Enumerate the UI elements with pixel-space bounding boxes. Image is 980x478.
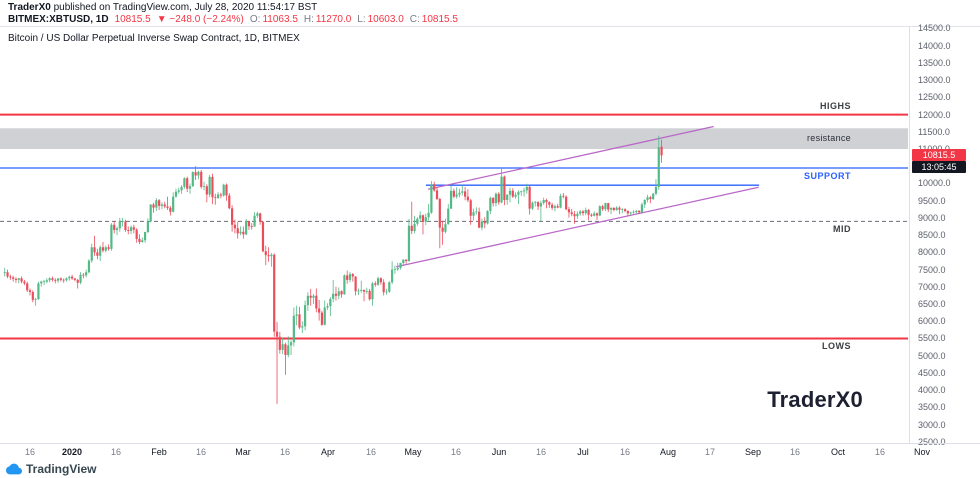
level-label-highs: HIGHS (819, 100, 851, 111)
price-tick: 5500.0 (918, 333, 946, 344)
time-tick-2020: 2020 (61, 447, 83, 457)
price-scale[interactable]: 2500.0 3000.0 3500.0 4000.0 4500.0 5000.0 5500… (910, 23, 980, 447)
time-tick-16: 16 (789, 447, 801, 457)
time-tick-may: May (404, 447, 422, 457)
time-tick-16: 16 (619, 447, 631, 457)
time-tick-16: 16 (195, 447, 207, 457)
symbol-line: BITMEX:XBTUSD, 1D 10815.5 ▼ −248.0 (−2.2… (8, 14, 980, 26)
price-change: ▼ −248.0 (−2.24%) (156, 14, 244, 25)
level-label-mid: MID (833, 224, 851, 235)
snapshot-header: TraderX0 published on TradingView.com, J… (0, 0, 980, 26)
price-tick: 8500.0 (918, 230, 946, 241)
close-value: 10815.5 (421, 14, 458, 25)
time-scale[interactable]: 16 2020 16 Feb 16 Mar 16 Apr 16 May 16 Jun 16 Jul 16 Au… (0, 443, 980, 460)
tradingview-logo-text[interactable]: TradingView (26, 462, 97, 476)
time-tick-nov: Nov (913, 447, 931, 457)
tradingview-logo-icon[interactable] (6, 461, 22, 477)
price-tick: 4500.0 (918, 367, 946, 378)
time-tick-oct: Oct (830, 447, 846, 457)
price-tick: 6500.0 (918, 299, 946, 310)
time-tick-16: 16 (535, 447, 547, 457)
time-tick-16: 16 (365, 447, 377, 457)
time-tick-sep: Sep (744, 447, 762, 457)
price-tick: 5000.0 (918, 350, 946, 361)
time-tick-16: 16 (279, 447, 291, 457)
watermark: TraderX0 (767, 387, 863, 412)
price-tick: 4000.0 (918, 385, 946, 396)
price-tick: 13000.0 (918, 75, 951, 86)
high-label: H: (303, 14, 314, 25)
level-label-support: SUPPORT (803, 170, 851, 181)
symbol-title: BITMEX:XBTUSD, 1D (8, 14, 109, 25)
time-tick-aug: Aug (659, 447, 677, 457)
low-label: L: (357, 14, 366, 25)
zone-label-resistance: resistance (806, 132, 851, 143)
price-tick: 6000.0 (918, 316, 946, 327)
last-price: 10815.5 (114, 14, 151, 25)
price-tick: 3000.0 (918, 419, 946, 430)
time-tick-16: 16 (24, 447, 36, 457)
low-value: 10603.0 (367, 14, 404, 25)
published-line: TraderX0 published on TradingView.com, J… (8, 2, 980, 14)
time-tick-17: 17 (704, 447, 716, 457)
author-name: TraderX0 (8, 2, 51, 13)
time-tick-16: 16 (874, 447, 886, 457)
price-tick: 7000.0 (918, 281, 946, 292)
time-tick-jun: Jun (491, 447, 507, 457)
time-tick-16: 16 (110, 447, 122, 457)
close-label: C: (409, 14, 420, 25)
price-tick: 9000.0 (918, 212, 946, 223)
chart-area: resistance HIGHS SUPPORT MID LOWS Bitcoin / … (0, 23, 980, 447)
time-tick-feb: Feb (151, 447, 167, 457)
published-info: published on TradingView.com, July 28, 2… (50, 2, 318, 13)
price-tick: 7500.0 (918, 264, 946, 275)
level-label-lows: LOWS (822, 341, 851, 352)
open-value: 11063.5 (262, 14, 298, 25)
price-tick: 12500.0 (918, 92, 951, 103)
price-tick: 2500.0 (918, 436, 946, 447)
price-tick: 10000.0 (918, 178, 951, 189)
time-tick-16: 16 (450, 447, 462, 457)
price-tick: 14000.0 (918, 40, 951, 51)
high-value: 11270.0 (315, 14, 352, 25)
candlestick-plot[interactable]: resistance HIGHS SUPPORT MID LOWS Bitcoin / … (0, 27, 910, 443)
bar-countdown-badge: 13:05:45 (912, 161, 966, 174)
price-tick: 9500.0 (918, 195, 946, 206)
time-tick-apr: Apr (320, 447, 336, 457)
price-tick: 3500.0 (918, 402, 946, 413)
time-tick-mar: Mar (235, 447, 251, 457)
plot-canvas[interactable] (0, 27, 908, 443)
price-tick: 11500.0 (918, 126, 950, 137)
chart-title: Bitcoin / US Dollar Perpetual Inverse Sw… (8, 33, 300, 44)
price-tick: 14500.0 (918, 23, 951, 34)
price-tick: 8000.0 (918, 247, 946, 258)
price-tick: 12000.0 (918, 109, 951, 120)
footer: TradingView (0, 460, 980, 478)
last-price-badge: 10815.5 (912, 149, 966, 162)
price-tick: 11000.0 (918, 144, 950, 154)
open-label: O: (249, 14, 261, 25)
price-tick: 13500.0 (918, 57, 951, 68)
time-tick-jul: Jul (577, 447, 589, 457)
